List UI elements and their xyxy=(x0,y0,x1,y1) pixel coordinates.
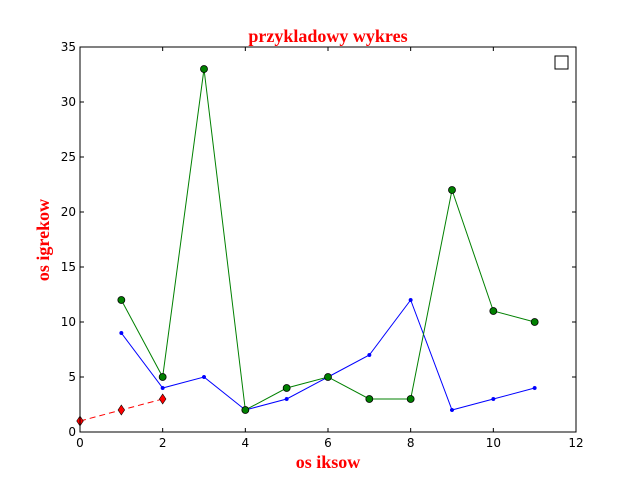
series-1-point xyxy=(408,297,413,303)
series-2-point xyxy=(241,406,250,414)
plot-area: 0 2 4 6 8 10 12 0 5 10 15 20 25 30 35 xyxy=(61,40,584,450)
y-tick-label: 35 xyxy=(61,40,76,54)
x-tick-label: 10 xyxy=(486,436,501,450)
x-tick-label: 2 xyxy=(159,436,167,450)
series-2-point xyxy=(406,395,415,403)
x-tick-label: 6 xyxy=(324,436,332,450)
series-2-line xyxy=(120,68,535,411)
chart-title: przykladowy wykres xyxy=(248,26,407,46)
series-2-point xyxy=(324,373,332,381)
legend-box xyxy=(554,55,569,70)
y-tick-label: 5 xyxy=(68,370,76,384)
series-1-line xyxy=(120,298,535,411)
series-1-point xyxy=(201,374,207,380)
series-2-point xyxy=(489,307,498,315)
series-1-point xyxy=(160,385,165,391)
series-2-point xyxy=(530,318,539,326)
x-tick-label: 4 xyxy=(242,436,250,450)
y-tick-label: 15 xyxy=(61,260,76,274)
x-tick-label: 12 xyxy=(568,436,583,450)
series-1-point xyxy=(284,396,289,402)
series-3-point xyxy=(117,404,125,416)
y-axis-title: os igrekow xyxy=(33,199,53,281)
series-2-point xyxy=(117,296,126,304)
y-tick-label: 25 xyxy=(61,150,76,164)
y-tick-label: 30 xyxy=(61,95,76,109)
y-tick-label: 10 xyxy=(61,315,76,329)
series-1-point xyxy=(449,407,455,413)
series-3-point xyxy=(159,393,167,405)
x-tick-label: 0 xyxy=(76,436,84,450)
series-2-point xyxy=(158,373,167,381)
series-2-point xyxy=(448,186,456,194)
series-2-point xyxy=(365,395,374,403)
y-tick-label: 0 xyxy=(68,425,76,439)
series-2-point xyxy=(200,65,208,73)
series-1-point xyxy=(491,396,496,402)
series-1-point xyxy=(119,330,124,336)
series-2-point xyxy=(282,384,291,392)
series-1-point xyxy=(532,385,537,391)
x-axis-title: os iksow xyxy=(296,452,361,472)
y-tick-label: 20 xyxy=(61,205,76,219)
x-tick-label: 8 xyxy=(407,436,415,450)
series-1-point xyxy=(367,352,372,358)
